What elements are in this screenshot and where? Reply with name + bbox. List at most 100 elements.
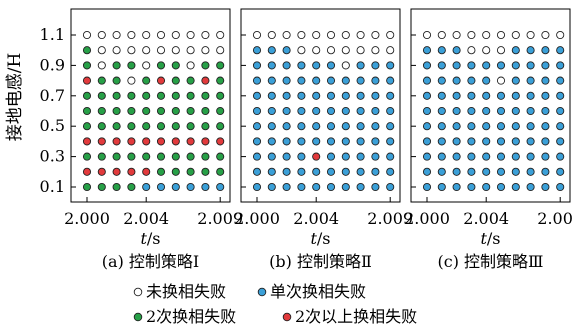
data-point xyxy=(452,106,461,116)
data-point xyxy=(267,137,276,146)
y-tick-label: 0.3 xyxy=(40,147,65,166)
data-point xyxy=(127,152,136,161)
data-point xyxy=(371,30,380,40)
legend-label: 单次换相失败 xyxy=(270,282,366,301)
data-point xyxy=(452,61,461,70)
data-point xyxy=(326,91,336,100)
data-point xyxy=(437,46,446,55)
data-point xyxy=(252,152,262,161)
y-tick-label: 1.1 xyxy=(40,25,65,44)
data-point xyxy=(82,152,92,161)
data-point xyxy=(252,61,262,70)
data-point xyxy=(201,76,210,85)
data-point xyxy=(282,152,291,161)
data-point xyxy=(282,182,291,192)
data-point xyxy=(312,152,321,161)
legend: 未换相失败 单次换相失败 2次换相失败 2次以上换相失败 xyxy=(133,282,417,326)
panel-b: 2.000 2.004 2.009 t/s (b) 控制策略Ⅱ xyxy=(234,8,413,271)
data-point xyxy=(341,167,350,176)
data-point xyxy=(482,122,491,131)
panel-caption: (c) 控制策略Ⅲ xyxy=(438,252,544,271)
legend-marker xyxy=(133,312,143,322)
data-point xyxy=(171,61,180,70)
data-point xyxy=(326,122,336,131)
data-point xyxy=(112,137,121,146)
data-point xyxy=(216,30,225,40)
data-point xyxy=(82,76,92,85)
data-point xyxy=(437,182,446,192)
data-point xyxy=(541,137,550,146)
data-point xyxy=(297,167,306,176)
data-point xyxy=(142,152,151,161)
data-point xyxy=(171,106,180,116)
data-point xyxy=(112,46,121,55)
data-point xyxy=(371,152,380,161)
data-point xyxy=(356,167,365,176)
data-point xyxy=(112,122,121,131)
data-point xyxy=(467,91,476,100)
data-point xyxy=(511,152,520,161)
data-point xyxy=(252,182,262,192)
data-point xyxy=(267,152,276,161)
data-point xyxy=(422,91,432,100)
data-point xyxy=(216,76,225,85)
x-axis-label: t/s xyxy=(140,229,160,248)
data-point xyxy=(282,137,291,146)
data-point xyxy=(326,30,336,40)
data-point xyxy=(356,137,365,146)
data-point xyxy=(297,122,306,131)
data-point xyxy=(97,46,106,55)
data-point xyxy=(541,76,550,85)
data-point xyxy=(201,46,210,55)
data-point xyxy=(496,46,506,55)
data-point xyxy=(511,61,520,70)
data-point xyxy=(467,182,476,192)
data-point xyxy=(326,152,336,161)
data-point xyxy=(201,152,210,161)
data-point xyxy=(112,152,121,161)
data-point xyxy=(127,76,136,85)
data-point xyxy=(112,167,121,176)
data-point xyxy=(201,106,210,116)
data-point xyxy=(341,46,350,55)
x-tick-label: 2.004 xyxy=(463,209,509,228)
data-point xyxy=(282,76,291,85)
data-point xyxy=(541,167,550,176)
data-point xyxy=(267,46,276,55)
data-point xyxy=(297,30,306,40)
data-point xyxy=(356,122,365,131)
data-point xyxy=(482,137,491,146)
data-point xyxy=(82,46,92,55)
data-point xyxy=(452,76,461,85)
data-point xyxy=(511,167,520,176)
data-point xyxy=(422,152,432,161)
data-point xyxy=(312,182,321,192)
data-point xyxy=(511,76,520,85)
data-point xyxy=(186,106,195,116)
y-tick-label: 0.5 xyxy=(40,116,65,135)
legend-marker xyxy=(133,287,143,297)
data-point xyxy=(142,106,151,116)
data-point xyxy=(142,46,151,55)
data-point xyxy=(371,122,380,131)
data-point xyxy=(422,182,432,192)
data-point xyxy=(422,30,432,40)
data-point xyxy=(216,106,225,116)
legend-marker xyxy=(282,312,292,322)
data-point xyxy=(467,30,476,40)
data-point xyxy=(511,106,520,116)
data-point xyxy=(386,167,395,176)
data-point xyxy=(297,91,306,100)
legend-item: 未换相失败 xyxy=(133,282,226,301)
data-point xyxy=(511,122,520,131)
x-axis-label: t/s xyxy=(480,229,500,248)
data-point xyxy=(467,137,476,146)
data-point xyxy=(526,91,535,100)
data-point xyxy=(156,167,166,176)
data-point xyxy=(312,122,321,131)
data-point xyxy=(556,167,565,176)
data-point xyxy=(556,76,565,85)
data-point xyxy=(386,61,395,70)
data-point xyxy=(541,46,550,55)
data-point xyxy=(252,76,262,85)
